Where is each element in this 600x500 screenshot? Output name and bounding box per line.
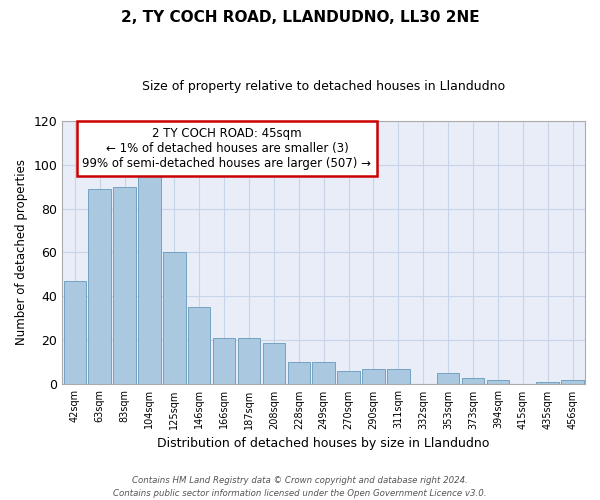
Bar [113, 186, 136, 384]
Bar [462, 378, 484, 384]
Bar [562, 380, 584, 384]
Bar [313, 362, 335, 384]
Bar [238, 338, 260, 384]
Bar [163, 252, 185, 384]
Bar [188, 308, 211, 384]
Title: Size of property relative to detached houses in Llandudno: Size of property relative to detached ho… [142, 80, 505, 93]
Bar [437, 374, 460, 384]
Text: 2 TY COCH ROAD: 45sqm
← 1% of detached houses are smaller (3)
99% of semi-detach: 2 TY COCH ROAD: 45sqm ← 1% of detached h… [82, 127, 371, 170]
Bar [387, 369, 410, 384]
Bar [287, 362, 310, 384]
Bar [362, 369, 385, 384]
Bar [337, 371, 360, 384]
Bar [213, 338, 235, 384]
Bar [263, 342, 285, 384]
Y-axis label: Number of detached properties: Number of detached properties [15, 160, 28, 346]
Bar [88, 188, 111, 384]
Text: Contains HM Land Registry data © Crown copyright and database right 2024.
Contai: Contains HM Land Registry data © Crown c… [113, 476, 487, 498]
Text: 2, TY COCH ROAD, LLANDUDNO, LL30 2NE: 2, TY COCH ROAD, LLANDUDNO, LL30 2NE [121, 10, 479, 25]
Bar [536, 382, 559, 384]
X-axis label: Distribution of detached houses by size in Llandudno: Distribution of detached houses by size … [157, 437, 490, 450]
Bar [64, 281, 86, 384]
Bar [487, 380, 509, 384]
Bar [138, 174, 161, 384]
